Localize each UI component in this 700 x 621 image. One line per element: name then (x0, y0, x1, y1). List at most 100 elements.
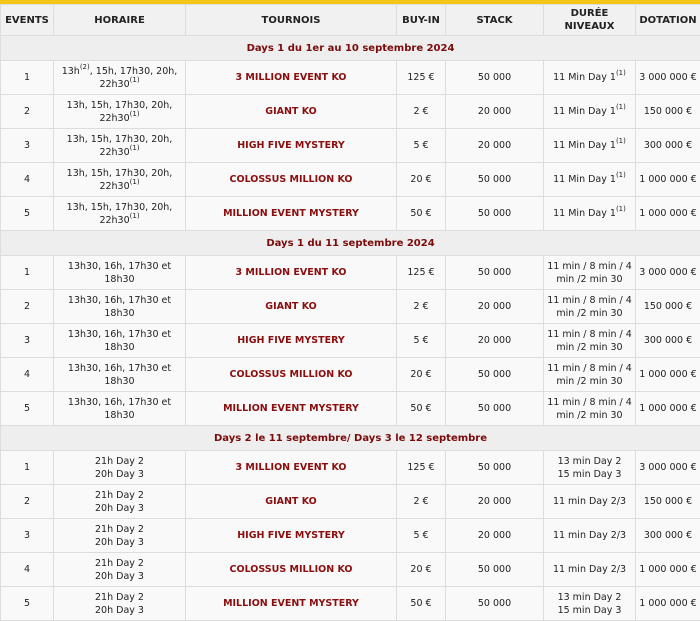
duree-cell: 11 Min Day 1(1) (544, 129, 636, 163)
footnote-ref: (1) (130, 144, 140, 152)
header-events: EVENTS (1, 5, 54, 36)
section-title: Days 1 du 1er au 10 septembre 2024 (1, 36, 700, 61)
text: 11 Min Day 1 (553, 140, 616, 151)
text: 20h Day 3 (95, 503, 144, 514)
text: 13h30, 16h, 17h30 et 18h30 (68, 397, 171, 421)
stack-cell: 20 000 (446, 129, 544, 163)
footnote-ref: (1) (616, 137, 626, 145)
text: 20h Day 3 (95, 571, 144, 582)
footnote-ref: (1) (616, 103, 626, 111)
event-cell: 2 (1, 485, 54, 519)
duree-cell: 11 Min Day 1(1) (544, 61, 636, 95)
buyin-cell: 2 € (397, 485, 446, 519)
event-cell: 3 (1, 324, 54, 358)
tournoi-cell: HIGH FIVE MYSTERY (186, 519, 397, 553)
duree-cell: 11 min / 8 min / 4 min /2 min 30 (544, 256, 636, 290)
text: 15 min Day 3 (558, 605, 622, 616)
duree-cell: 11 min Day 2/3 (544, 485, 636, 519)
tournoi-cell: 3 MILLION EVENT KO (186, 256, 397, 290)
tournoi-cell: HIGH FIVE MYSTERY (186, 324, 397, 358)
text: 20h Day 3 (95, 537, 144, 548)
text: 13h30, 16h, 17h30 et 18h30 (68, 363, 171, 387)
buyin-cell: 5 € (397, 129, 446, 163)
duree-cell: 11 min Day 2/3 (544, 519, 636, 553)
duree-cell: 11 min Day 2/3 (544, 553, 636, 587)
section-title: Days 2 le 11 septembre/ Days 3 le 12 sep… (1, 426, 700, 451)
text: 11 Min Day 1 (553, 174, 616, 185)
footnote-ref: (2) (80, 63, 90, 71)
stack-cell: 20 000 (446, 485, 544, 519)
tournoi-cell: HIGH FIVE MYSTERY (186, 129, 397, 163)
tournoi-cell: MILLION EVENT MYSTERY (186, 392, 397, 426)
text: 13h30, 16h, 17h30 et 18h30 (68, 261, 171, 285)
header-duree-niveaux: DURÉE NIVEAUX (544, 5, 636, 36)
dotation-cell: 1 000 000 € (636, 587, 700, 621)
horaire-cell: 13h, 15h, 17h30, 20h, 22h30(1) (54, 129, 186, 163)
horaire-cell: 13h, 15h, 17h30, 20h, 22h30(1) (54, 197, 186, 231)
stack-cell: 50 000 (446, 553, 544, 587)
horaire-cell: 13h30, 16h, 17h30 et 18h30 (54, 358, 186, 392)
dotation-cell: 1 000 000 € (636, 197, 700, 231)
event-cell: 1 (1, 61, 54, 95)
duree-cell: 11 Min Day 1(1) (544, 197, 636, 231)
event-cell: 3 (1, 519, 54, 553)
text: 11 Min Day 1 (553, 208, 616, 219)
event-cell: 4 (1, 553, 54, 587)
text: 13h30, 16h, 17h30 et 18h30 (68, 295, 171, 319)
text: 13 min Day 2 (558, 456, 622, 467)
buyin-cell: 50 € (397, 197, 446, 231)
event-cell: 1 (1, 451, 54, 485)
footnote-ref: (1) (616, 69, 626, 77)
event-cell: 5 (1, 587, 54, 621)
section-header-row: Days 1 du 11 septembre 2024 (1, 231, 700, 256)
dotation-cell: 3 000 000 € (636, 256, 700, 290)
tournoi-cell: MILLION EVENT MYSTERY (186, 587, 397, 621)
tournoi-cell: MILLION EVENT MYSTERY (186, 197, 397, 231)
text: 11 Min Day 1 (553, 106, 616, 117)
footnote-ref: (1) (616, 171, 626, 179)
tournoi-cell: COLOSSUS MILLION KO (186, 358, 397, 392)
stack-cell: 20 000 (446, 519, 544, 553)
dotation-cell: 150 000 € (636, 95, 700, 129)
event-cell: 4 (1, 358, 54, 392)
dotation-cell: 1 000 000 € (636, 358, 700, 392)
dotation-cell: 1 000 000 € (636, 553, 700, 587)
text: 13h, 15h, 17h30, 20h, 22h30 (67, 202, 173, 226)
footnote-ref: (1) (130, 76, 140, 84)
text: 13 min Day 2 (558, 592, 622, 603)
stack-cell: 50 000 (446, 256, 544, 290)
text: 11 min Day 2/3 (553, 530, 626, 541)
horaire-cell: 13h, 15h, 17h30, 20h, 22h30(1) (54, 95, 186, 129)
text: 15 min Day 3 (558, 469, 622, 480)
duree-cell: 11 min / 8 min / 4 min /2 min 30 (544, 358, 636, 392)
tournoi-cell: GIANT KO (186, 95, 397, 129)
stack-cell: 50 000 (446, 61, 544, 95)
text: 11 min Day 2/3 (553, 564, 626, 575)
text: 11 min Day 2/3 (553, 496, 626, 507)
header-stack: STACK (446, 5, 544, 36)
tournoi-cell: GIANT KO (186, 485, 397, 519)
duree-cell: 13 min Day 2 15 min Day 3 (544, 451, 636, 485)
footnote-ref: (1) (130, 212, 140, 220)
text: 11 min / 8 min / 4 min /2 min 30 (547, 295, 632, 319)
horaire-cell: 13h, 15h, 17h30, 20h, 22h30(1) (54, 163, 186, 197)
horaire-cell: 13h30, 16h, 17h30 et 18h30 (54, 290, 186, 324)
tournoi-cell: COLOSSUS MILLION KO (186, 553, 397, 587)
text: 21h Day 2 (95, 524, 144, 535)
event-cell: 4 (1, 163, 54, 197)
header-dotation: DOTATION (636, 5, 700, 36)
event-cell: 5 (1, 197, 54, 231)
duree-cell: 11 Min Day 1(1) (544, 163, 636, 197)
text: 11 min / 8 min / 4 min /2 min 30 (547, 397, 632, 421)
duree-cell: 11 Min Day 1(1) (544, 95, 636, 129)
buyin-cell: 20 € (397, 163, 446, 197)
text: 21h Day 2 (95, 592, 144, 603)
